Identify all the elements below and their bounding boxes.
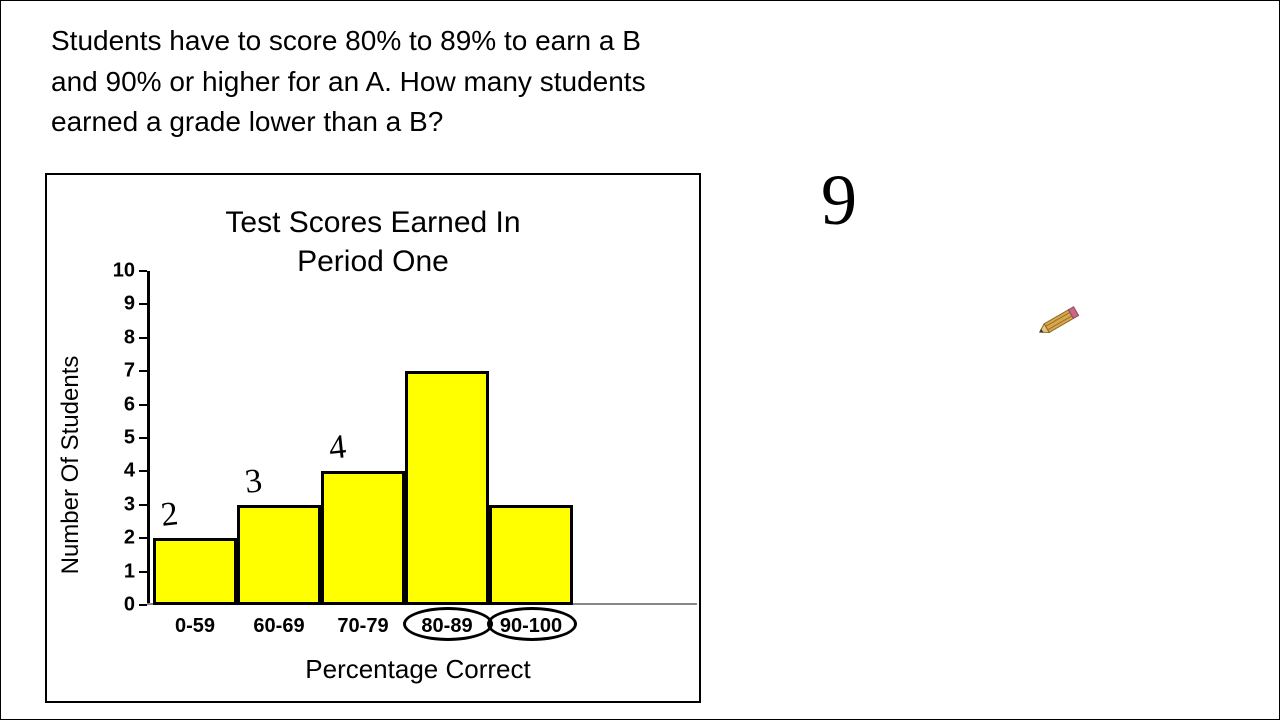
circle-annotation — [403, 607, 493, 641]
y-axis-label: Number Of Students — [57, 75, 85, 335]
y-axis-line — [147, 271, 150, 605]
x-axis-label: Percentage Correct — [177, 654, 659, 685]
plot-area: 0123456789100-59260-69370-79480-8990-100 — [147, 271, 667, 605]
y-tick — [139, 437, 147, 439]
y-tick — [139, 504, 147, 506]
category-label: 60-69 — [253, 615, 304, 638]
y-tick-label: 10 — [113, 260, 135, 283]
chart-title-line1: Test Scores Earned In — [225, 206, 520, 239]
bar — [489, 505, 573, 605]
y-tick — [139, 337, 147, 339]
question-text: Students have to score 80% to 89% to ear… — [51, 21, 691, 143]
bar — [153, 538, 237, 605]
circle-annotation — [487, 607, 577, 641]
y-tick-label: 7 — [124, 360, 135, 383]
pencil-icon — [1039, 303, 1083, 339]
y-tick — [139, 404, 147, 406]
handwritten-answer: 9 — [821, 159, 857, 242]
y-tick-label: 0 — [124, 594, 135, 617]
y-tick-label: 3 — [124, 493, 135, 516]
y-tick — [139, 470, 147, 472]
y-tick — [139, 370, 147, 372]
handwritten-bar-value: 3 — [243, 462, 264, 502]
y-tick-label: 6 — [124, 393, 135, 416]
y-tick-label: 5 — [124, 427, 135, 450]
chart-container: Test Scores Earned In Period One Number … — [45, 173, 701, 703]
handwritten-bar-value: 2 — [159, 495, 180, 535]
category-label: 70-79 — [337, 615, 388, 638]
y-tick — [139, 537, 147, 539]
y-tick-label: 4 — [124, 460, 135, 483]
y-tick-label: 1 — [124, 560, 135, 583]
y-tick-label: 8 — [124, 326, 135, 349]
bar — [237, 505, 321, 605]
y-tick — [139, 604, 147, 606]
y-tick-label: 9 — [124, 293, 135, 316]
bar — [321, 471, 405, 605]
bar — [405, 371, 489, 605]
y-tick — [139, 571, 147, 573]
y-tick — [139, 303, 147, 305]
y-tick — [139, 270, 147, 272]
y-tick-label: 2 — [124, 527, 135, 550]
category-label: 0-59 — [175, 615, 215, 638]
handwritten-bar-value: 4 — [327, 429, 348, 469]
